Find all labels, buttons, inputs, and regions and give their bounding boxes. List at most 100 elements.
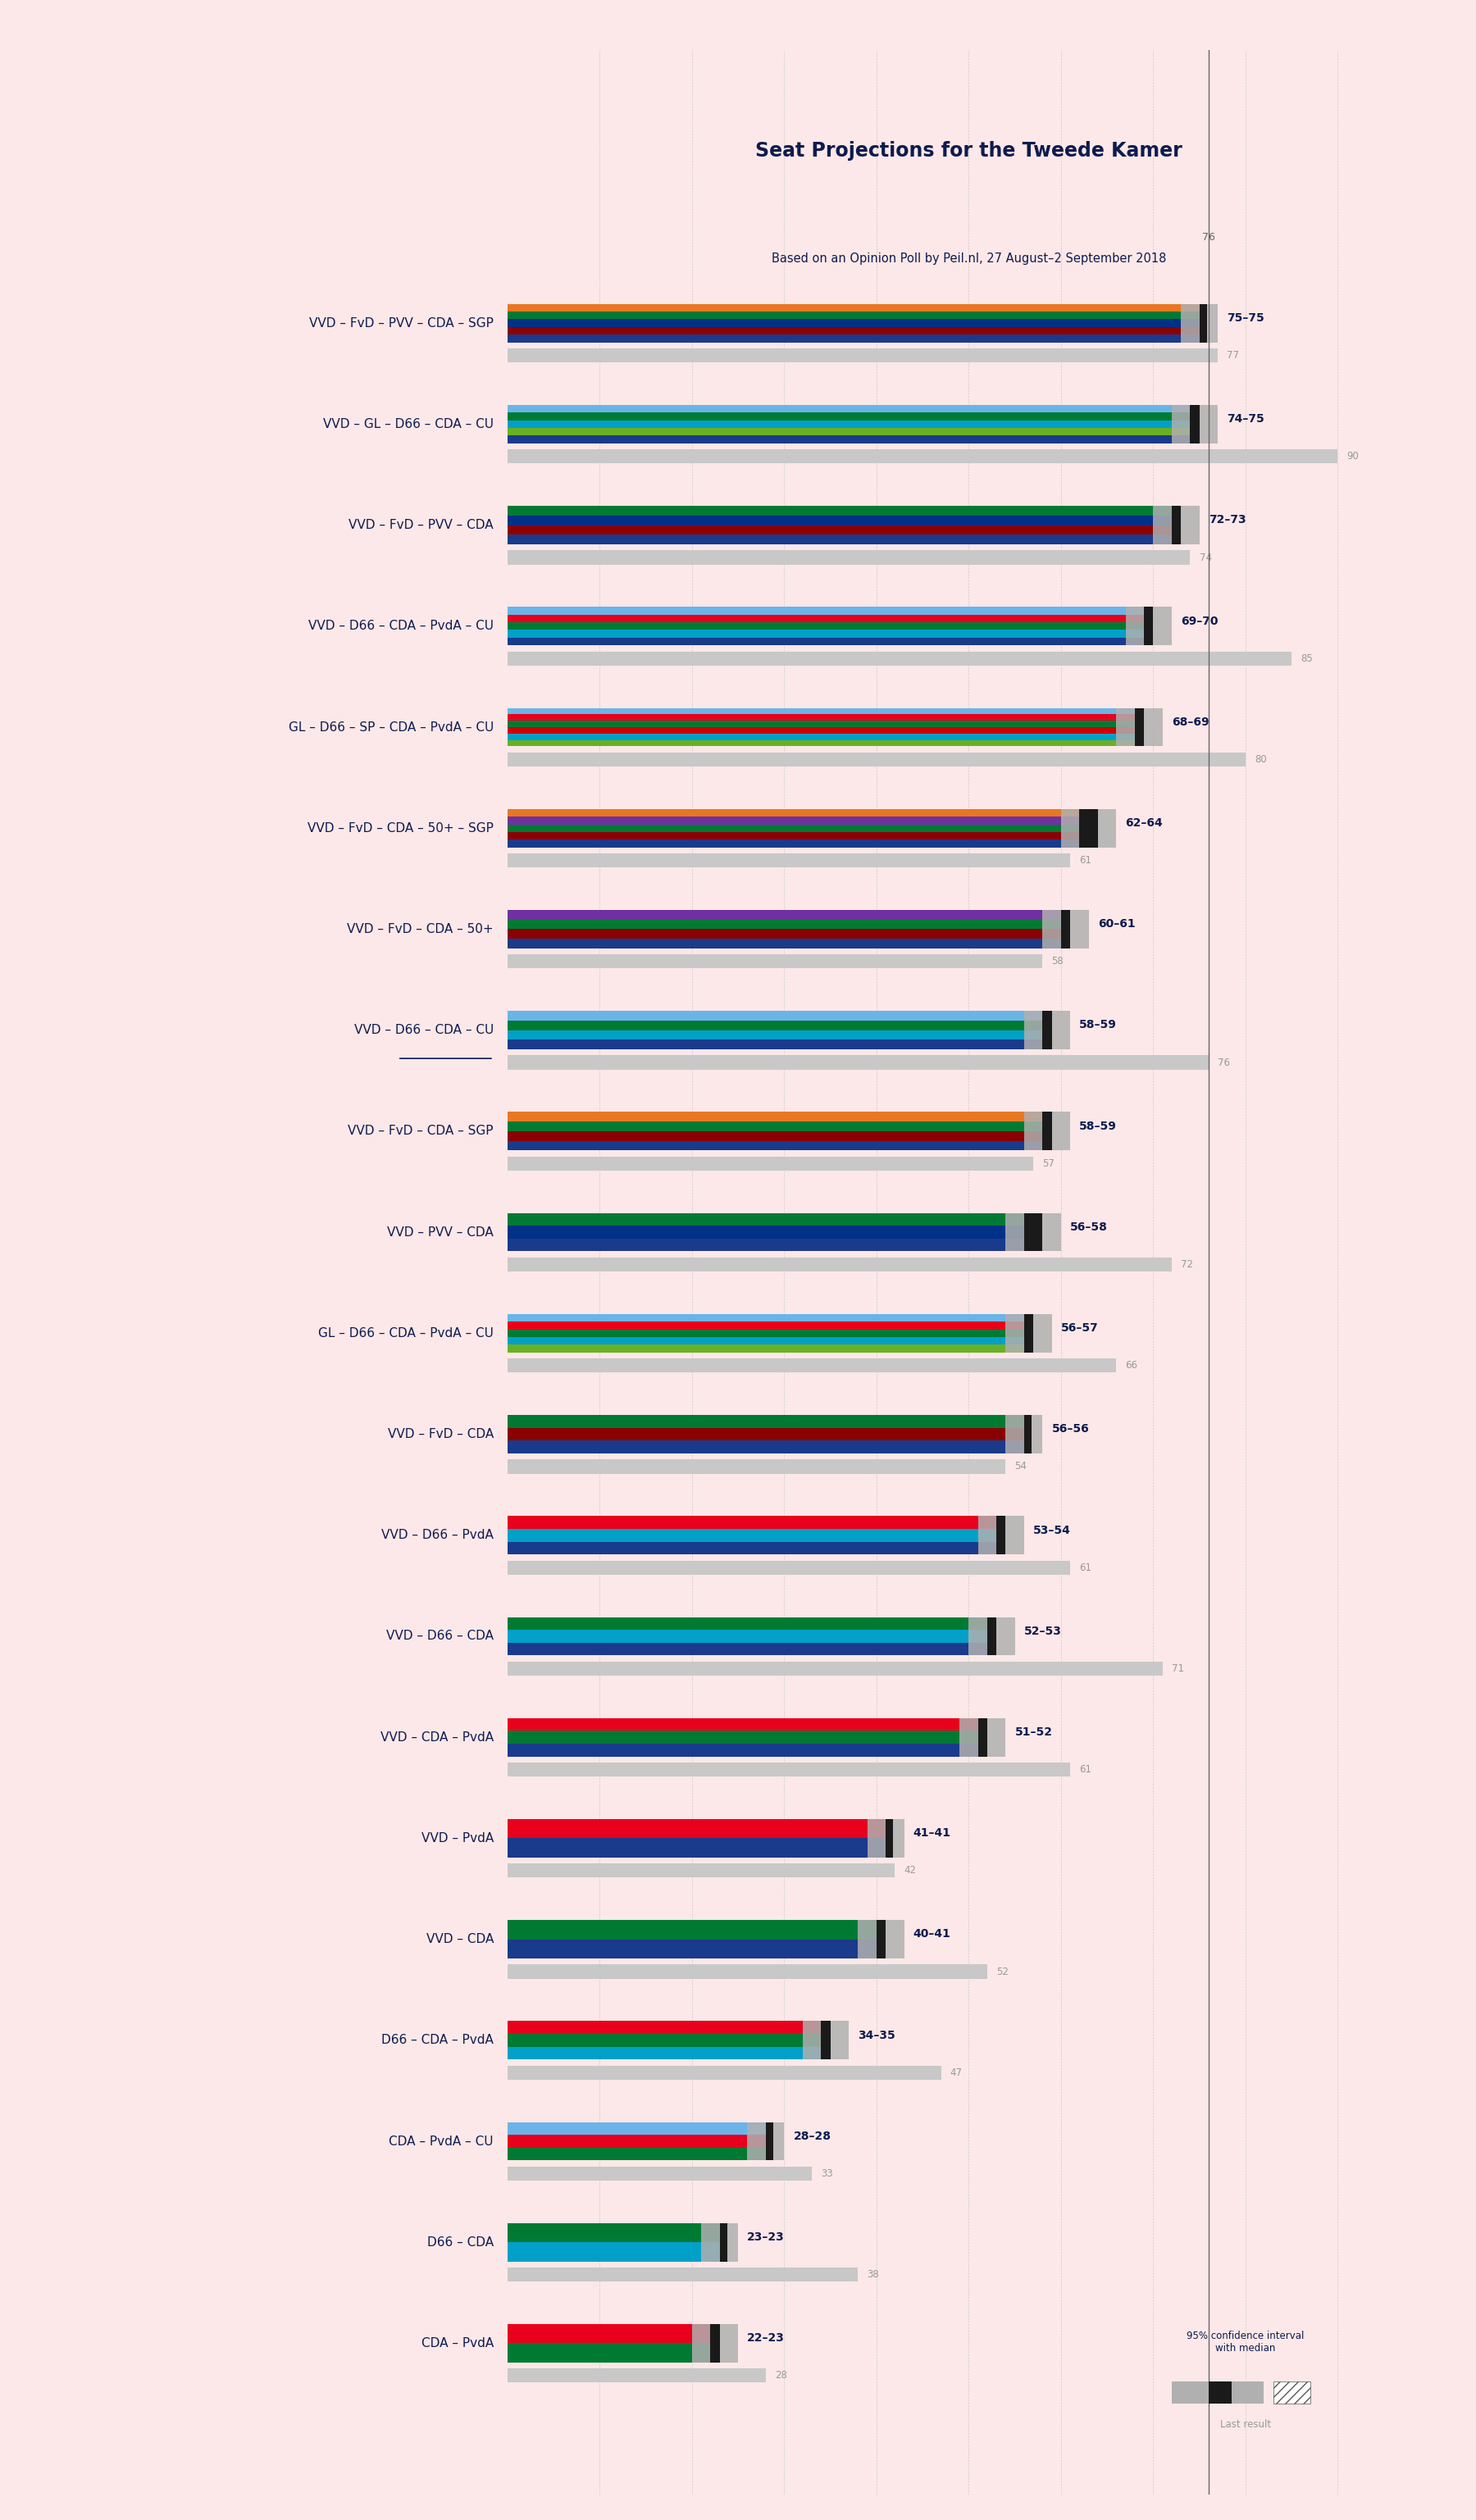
- Bar: [987, 1618, 996, 1656]
- Bar: [1042, 1111, 1051, 1149]
- Bar: [720, 2223, 726, 2260]
- Text: 28: 28: [775, 2371, 787, 2381]
- Bar: [1042, 1011, 1051, 1048]
- Bar: [803, 2021, 849, 2059]
- Bar: [508, 2344, 720, 2361]
- Bar: [1061, 910, 1070, 948]
- Bar: [508, 305, 1199, 312]
- Text: Based on an Opinion Poll by Peil.nl, 27 August–2 September 2018: Based on an Opinion Poll by Peil.nl, 27 …: [772, 252, 1166, 265]
- Bar: [821, 2021, 830, 2059]
- Bar: [508, 517, 1181, 524]
- Bar: [508, 1131, 1051, 1142]
- Text: 90: 90: [1346, 451, 1359, 461]
- Bar: [977, 1517, 1024, 1555]
- Text: Seat Projections for the Tweede Kamer: Seat Projections for the Tweede Kamer: [756, 141, 1182, 161]
- Text: VVD – D66 – CDA: VVD – D66 – CDA: [387, 1630, 493, 1643]
- Bar: [508, 630, 1153, 638]
- Text: 80: 80: [1255, 753, 1266, 764]
- Bar: [508, 320, 1199, 328]
- Bar: [508, 2034, 830, 2046]
- Bar: [508, 1517, 1005, 1530]
- Text: 28–28: 28–28: [794, 2129, 831, 2142]
- Text: 61: 61: [1079, 1562, 1092, 1572]
- Bar: [508, 2134, 766, 2147]
- Text: 60–61: 60–61: [1098, 917, 1135, 930]
- Text: 52–53: 52–53: [1024, 1625, 1061, 1638]
- Bar: [508, 1542, 1005, 1555]
- Bar: [508, 2243, 720, 2260]
- Text: VVD – D66 – CDA – CU: VVD – D66 – CDA – CU: [354, 1023, 493, 1036]
- Bar: [508, 1121, 1051, 1131]
- Bar: [1172, 406, 1218, 444]
- Text: 56–58: 56–58: [1070, 1222, 1107, 1232]
- Bar: [508, 534, 1181, 544]
- Bar: [508, 721, 1144, 728]
- Text: 22–23: 22–23: [747, 2334, 785, 2344]
- Text: GL – D66 – SP – CDA – PvdA – CU: GL – D66 – SP – CDA – PvdA – CU: [288, 721, 493, 733]
- Text: 54: 54: [1015, 1462, 1027, 1472]
- Bar: [1144, 607, 1153, 645]
- Bar: [508, 839, 1098, 847]
- Bar: [1024, 1416, 1032, 1454]
- Bar: [508, 413, 1199, 421]
- Bar: [1272, 2381, 1311, 2404]
- Text: VVD – D66 – PvdA: VVD – D66 – PvdA: [381, 1530, 493, 1542]
- Bar: [508, 524, 1181, 534]
- Bar: [766, 2122, 773, 2160]
- Bar: [1005, 1313, 1051, 1353]
- Bar: [508, 2167, 812, 2180]
- Bar: [508, 1719, 987, 1731]
- Bar: [1172, 507, 1181, 544]
- Text: D66 – CDA – PvdA: D66 – CDA – PvdA: [381, 2034, 493, 2046]
- Bar: [508, 910, 1070, 920]
- Bar: [877, 1920, 886, 1958]
- Bar: [996, 1517, 1005, 1555]
- Bar: [508, 1313, 1033, 1320]
- Text: 74: 74: [1199, 552, 1212, 562]
- Text: 66: 66: [1125, 1361, 1138, 1371]
- Bar: [508, 1031, 1051, 1041]
- Bar: [1125, 607, 1172, 645]
- Text: 72–73: 72–73: [1209, 514, 1246, 527]
- Bar: [858, 1920, 903, 1958]
- Text: 38: 38: [868, 2271, 880, 2281]
- Bar: [508, 2268, 858, 2281]
- Bar: [508, 955, 1042, 968]
- Bar: [508, 2223, 720, 2243]
- Bar: [508, 622, 1153, 630]
- Bar: [508, 1837, 886, 1857]
- Bar: [508, 449, 1337, 464]
- Text: 62–64: 62–64: [1125, 816, 1163, 829]
- Bar: [747, 2122, 784, 2160]
- Bar: [1153, 507, 1199, 544]
- Text: 23–23: 23–23: [747, 2233, 785, 2243]
- Bar: [959, 1719, 1005, 1756]
- Bar: [508, 1111, 1051, 1121]
- Bar: [508, 930, 1070, 940]
- Bar: [1005, 1416, 1042, 1454]
- Bar: [508, 421, 1199, 428]
- Bar: [508, 328, 1199, 335]
- Text: 75–75: 75–75: [1227, 312, 1265, 323]
- Bar: [508, 1761, 1070, 1777]
- Bar: [508, 1940, 886, 1958]
- Text: 41–41: 41–41: [914, 1827, 951, 1840]
- Text: 58–59: 58–59: [1079, 1021, 1117, 1031]
- Text: VVD – FvD – PVV – CDA – SGP: VVD – FvD – PVV – CDA – SGP: [308, 318, 493, 330]
- Text: D66 – CDA: D66 – CDA: [427, 2235, 493, 2248]
- Text: VVD – CDA – PvdA: VVD – CDA – PvdA: [381, 1731, 493, 1744]
- Text: 53–54: 53–54: [1033, 1525, 1070, 1535]
- Bar: [508, 1240, 1042, 1252]
- Bar: [508, 1212, 1042, 1225]
- Bar: [1079, 809, 1098, 847]
- Bar: [508, 1331, 1033, 1338]
- Text: VVD – FvD – CDA – SGP: VVD – FvD – CDA – SGP: [348, 1124, 493, 1137]
- Bar: [1190, 406, 1199, 444]
- Text: 58: 58: [1051, 955, 1064, 968]
- Bar: [508, 1643, 996, 1656]
- Text: CDA – PvdA: CDA – PvdA: [421, 2336, 493, 2349]
- Bar: [508, 1530, 1005, 1542]
- Text: 71: 71: [1172, 1663, 1184, 1673]
- Bar: [508, 1661, 1163, 1676]
- Bar: [508, 832, 1098, 839]
